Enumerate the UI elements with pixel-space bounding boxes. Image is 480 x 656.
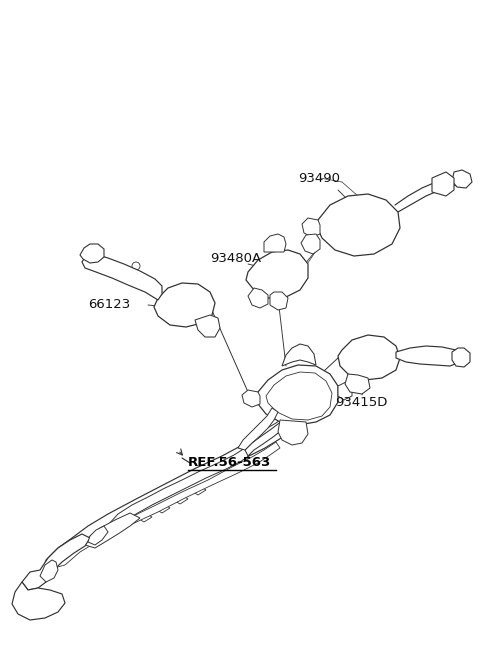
Polygon shape xyxy=(238,408,278,450)
Polygon shape xyxy=(242,390,260,407)
Text: 93480A: 93480A xyxy=(210,251,261,264)
Polygon shape xyxy=(12,582,65,620)
Text: 93415D: 93415D xyxy=(335,396,387,409)
Polygon shape xyxy=(88,526,108,545)
Polygon shape xyxy=(40,560,58,582)
Polygon shape xyxy=(452,348,470,367)
Text: 66123: 66123 xyxy=(88,298,130,312)
Polygon shape xyxy=(245,413,296,456)
Polygon shape xyxy=(452,170,472,188)
Polygon shape xyxy=(302,218,320,237)
Polygon shape xyxy=(154,283,215,327)
Text: 93490: 93490 xyxy=(298,171,340,184)
Polygon shape xyxy=(248,288,268,308)
Polygon shape xyxy=(338,382,352,400)
Polygon shape xyxy=(316,194,400,256)
Polygon shape xyxy=(396,346,462,366)
Polygon shape xyxy=(264,234,286,252)
Polygon shape xyxy=(278,420,308,445)
Polygon shape xyxy=(108,448,250,532)
Polygon shape xyxy=(82,254,162,300)
Polygon shape xyxy=(301,234,320,254)
Polygon shape xyxy=(195,315,220,337)
Polygon shape xyxy=(246,250,308,298)
Polygon shape xyxy=(270,292,288,310)
Polygon shape xyxy=(258,365,338,425)
Polygon shape xyxy=(282,344,316,366)
Polygon shape xyxy=(240,410,298,452)
Polygon shape xyxy=(432,172,454,196)
Polygon shape xyxy=(42,412,298,575)
Polygon shape xyxy=(22,534,90,590)
Polygon shape xyxy=(266,372,332,420)
Polygon shape xyxy=(338,335,400,380)
Polygon shape xyxy=(85,513,140,548)
Polygon shape xyxy=(54,442,280,568)
Polygon shape xyxy=(80,244,104,263)
Polygon shape xyxy=(345,374,370,394)
Text: REF.56-563: REF.56-563 xyxy=(188,457,271,470)
